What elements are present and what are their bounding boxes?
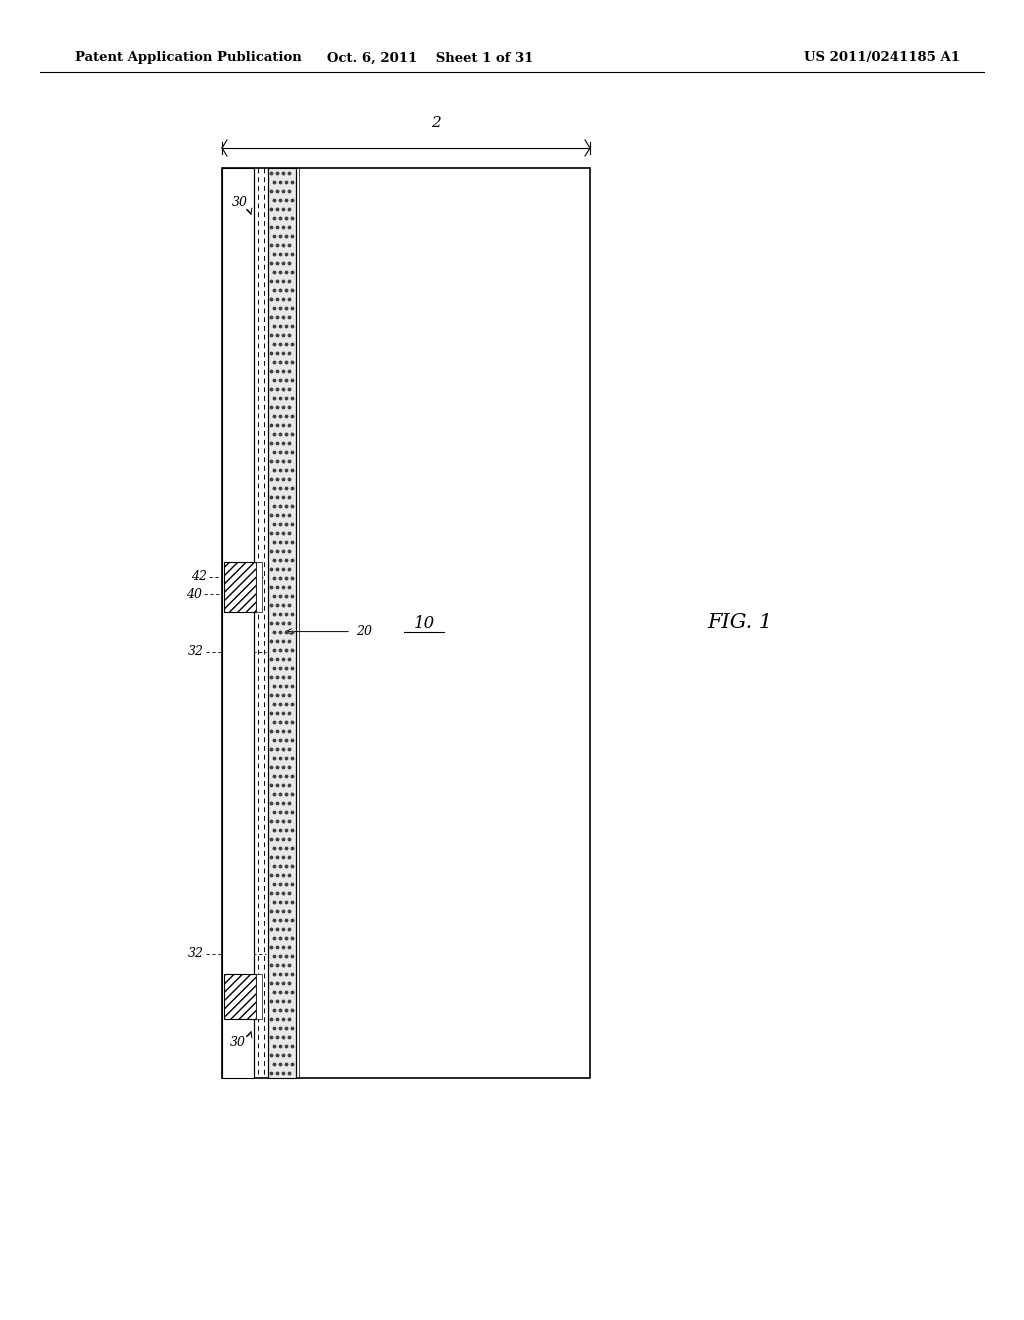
Text: 42: 42 xyxy=(191,570,207,583)
Text: 32: 32 xyxy=(188,645,204,659)
Text: 2: 2 xyxy=(431,116,441,129)
Text: Patent Application Publication: Patent Application Publication xyxy=(75,51,302,65)
Bar xyxy=(268,168,296,1078)
Bar xyxy=(222,168,590,1078)
Text: 30: 30 xyxy=(232,197,248,210)
Text: FIG. 1: FIG. 1 xyxy=(708,614,772,632)
Text: 10: 10 xyxy=(414,615,435,631)
Text: US 2011/0241185 A1: US 2011/0241185 A1 xyxy=(804,51,961,65)
Bar xyxy=(256,561,262,611)
Text: 40: 40 xyxy=(186,587,202,601)
Text: 32: 32 xyxy=(188,948,204,960)
Text: Oct. 6, 2011    Sheet 1 of 31: Oct. 6, 2011 Sheet 1 of 31 xyxy=(327,51,534,65)
Text: 20: 20 xyxy=(356,626,372,638)
Text: 30: 30 xyxy=(230,1036,246,1049)
Bar xyxy=(224,561,256,611)
Bar xyxy=(222,168,254,1078)
Bar xyxy=(256,974,262,1019)
Bar xyxy=(224,974,256,1019)
